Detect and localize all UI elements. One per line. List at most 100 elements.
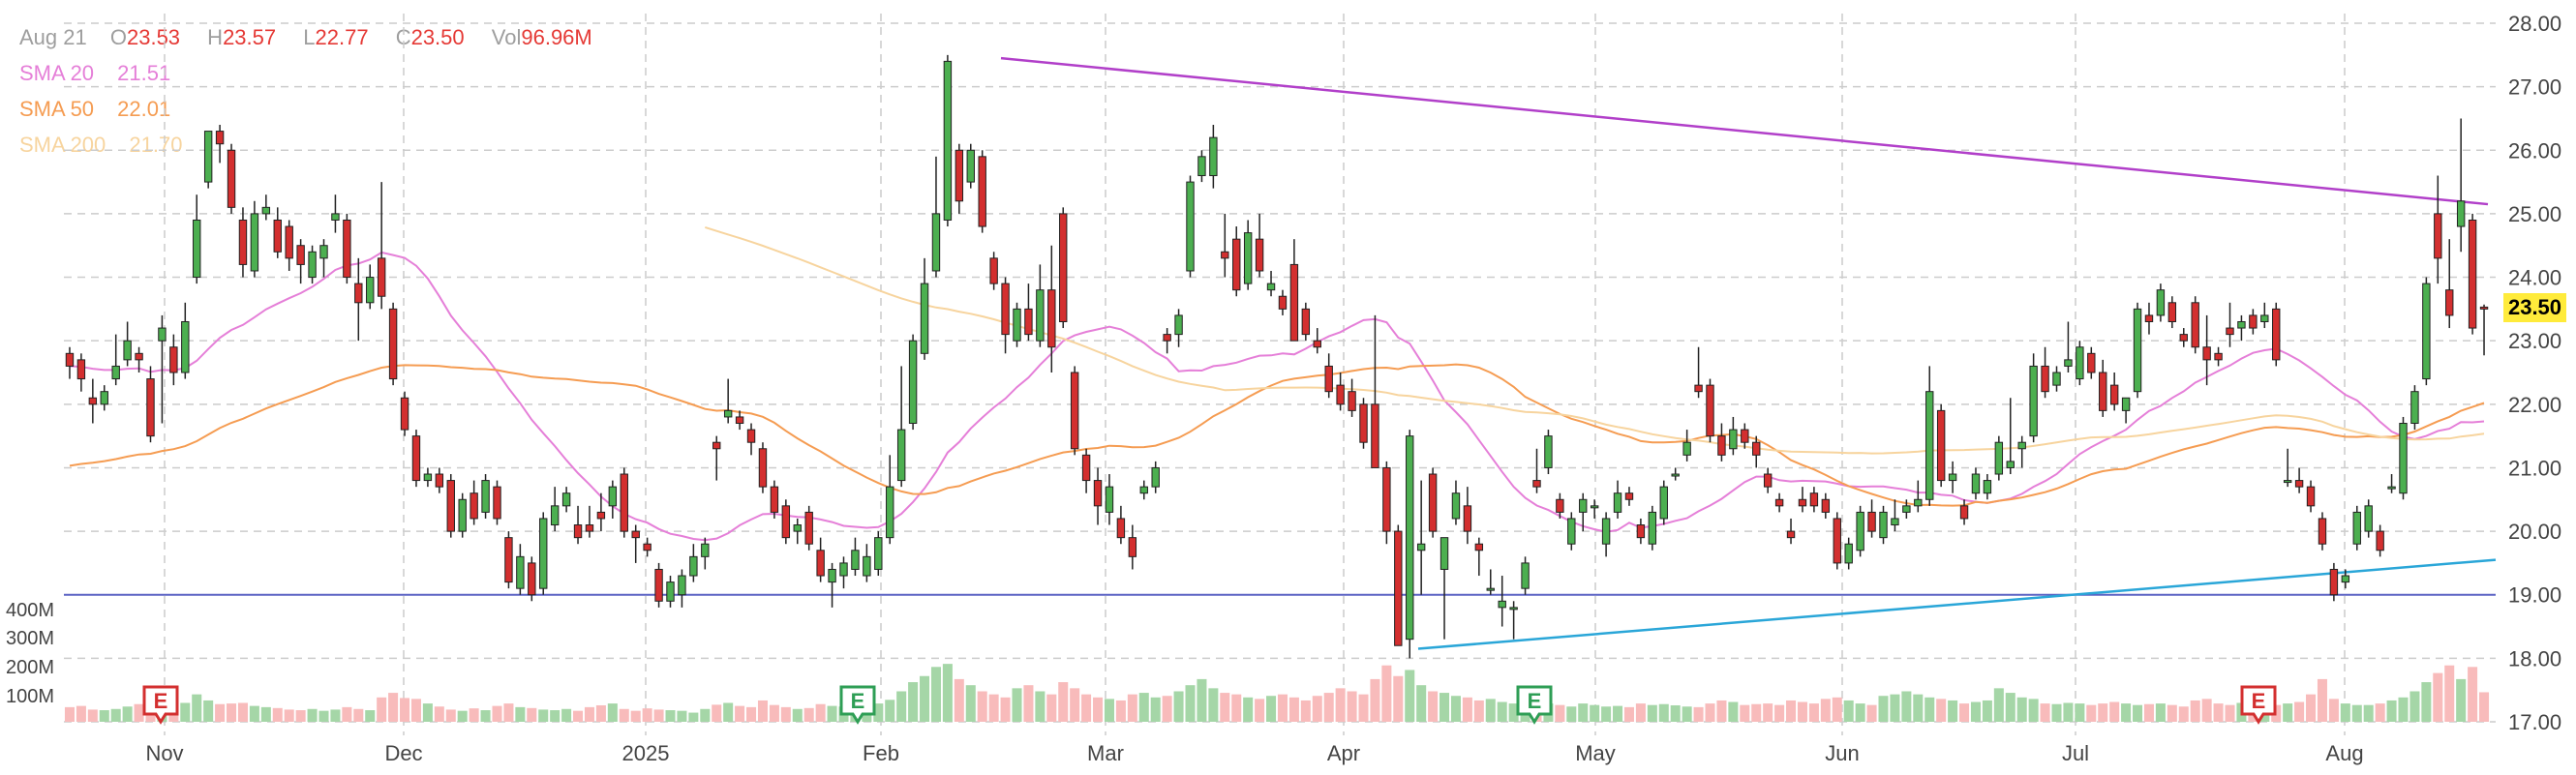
candle-body (2121, 397, 2131, 411)
candle-body (931, 213, 941, 272)
candle-body (2249, 314, 2258, 329)
candle-body (1474, 543, 1484, 551)
legend-sma20-label: SMA 20 (19, 61, 95, 85)
y-tick-label: 24.00 (2508, 266, 2561, 290)
candle-body (689, 555, 698, 577)
volume-bar (1590, 704, 1600, 722)
volume-bar (1115, 700, 1126, 722)
volume-bar (1878, 696, 1889, 722)
volume-bar (1716, 700, 1727, 722)
candle-body (193, 219, 201, 279)
last-price-tag: 23.50 (2503, 293, 2566, 322)
volume-bar (1046, 694, 1057, 722)
volume-bar (1381, 665, 1392, 722)
volume-tick-label: 100M (6, 686, 54, 707)
candle-body (2179, 334, 2188, 342)
volume-bar (2225, 704, 2235, 722)
sma200-line (704, 225, 2485, 455)
volume-bar (422, 703, 433, 722)
legend-sma200-row[interactable]: SMA 200 21.70 (19, 127, 614, 163)
volume-bar (653, 709, 664, 722)
volume-bar (1266, 696, 1277, 722)
volume-bar (2340, 703, 2350, 722)
earnings-marker-shape (2240, 685, 2277, 725)
volume-bar (700, 708, 711, 722)
candle-body (1579, 498, 1588, 513)
volume-bar (908, 682, 919, 722)
volume-bar (492, 705, 502, 722)
volume-bar (665, 710, 676, 722)
candle-body (701, 543, 710, 557)
ohlc-legend: Aug 21 O23.53 H23.57 L22.77 C23.50 Vol96… (19, 19, 614, 163)
candle-body (1047, 289, 1056, 348)
candle-body (620, 473, 628, 532)
candle-body (2434, 213, 2442, 259)
volume-bar (410, 699, 421, 722)
candle-body (1694, 384, 1703, 393)
volume-bar (2421, 682, 2432, 722)
volume-bar (1185, 685, 1196, 722)
legend-sma20-row[interactable]: SMA 20 21.51 (19, 55, 614, 91)
x-tick-label: May (1575, 741, 1616, 765)
volume-bar (1093, 697, 1104, 722)
legend-close-value: 23.50 (410, 25, 465, 49)
candle-body (1971, 473, 1981, 494)
volume-bar (757, 700, 768, 722)
volume-bar (2294, 701, 2305, 722)
candle-body (215, 131, 225, 145)
candle-body (1809, 492, 1819, 507)
candle-body (238, 219, 248, 265)
volume-bar (630, 710, 641, 722)
candle-body (804, 511, 813, 545)
volume-bar (249, 705, 259, 722)
candle-body (2410, 391, 2419, 425)
volume-bar (735, 705, 745, 722)
support-trendline (1417, 558, 2497, 650)
candle-body (828, 568, 836, 583)
volume-bar (1070, 688, 1080, 722)
candle-body (1613, 492, 1622, 513)
candle-body (1416, 543, 1426, 551)
candle-body (76, 359, 86, 380)
volume-bar (1300, 700, 1311, 722)
volume-bar (1786, 700, 1797, 722)
candle-body (2109, 384, 2119, 405)
volume-bar (920, 675, 930, 722)
volume-bar (1913, 694, 1924, 722)
volume-bar (1751, 703, 1762, 722)
volume-bar (619, 708, 629, 722)
earnings-marker: E (2240, 685, 2277, 725)
candle-body (1451, 492, 1461, 520)
candle-body (1624, 492, 1634, 500)
volume-bar (2028, 699, 2039, 722)
volume-bar (2456, 678, 2467, 722)
candle-body (1521, 562, 1530, 589)
volume-bar (192, 694, 202, 722)
earnings-marker-shape (1516, 685, 1553, 725)
candle-body (1024, 308, 1033, 336)
volume-bar (1473, 700, 1484, 722)
legend-sma20-value: 21.51 (117, 61, 171, 85)
legend-sma50-row[interactable]: SMA 50 22.01 (19, 91, 614, 127)
volume-bar (954, 678, 964, 722)
candle-body (735, 416, 744, 425)
volume-bar (1670, 704, 1681, 722)
volume-bar (1843, 700, 1854, 722)
volume-bar (1162, 696, 1172, 722)
candle-body (1717, 435, 1726, 456)
volume-bar (295, 710, 306, 722)
volume-bar (1959, 703, 1970, 722)
candle-body (446, 480, 455, 532)
candle-body (2087, 352, 2096, 373)
volume-bar (1405, 670, 1415, 722)
x-tick-label: Aug (2325, 741, 2363, 765)
candle-body (816, 550, 825, 577)
volume-bar (2444, 665, 2455, 722)
candle-body (1601, 518, 1611, 545)
resistance-trendline (1000, 56, 2489, 206)
candle-body (493, 486, 501, 520)
x-tick-label: Dec (384, 741, 422, 765)
sma50-line (69, 363, 2485, 507)
volume-bar (1012, 688, 1022, 722)
